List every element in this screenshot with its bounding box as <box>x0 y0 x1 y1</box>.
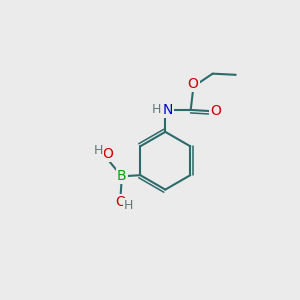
Text: H: H <box>124 199 134 212</box>
Text: O: O <box>115 195 126 209</box>
Text: H: H <box>94 144 104 158</box>
Text: N: N <box>162 103 173 117</box>
Text: O: O <box>210 104 221 118</box>
Text: H: H <box>152 103 161 116</box>
Text: O: O <box>188 77 199 91</box>
Text: B: B <box>117 169 127 183</box>
Text: O: O <box>103 147 113 161</box>
